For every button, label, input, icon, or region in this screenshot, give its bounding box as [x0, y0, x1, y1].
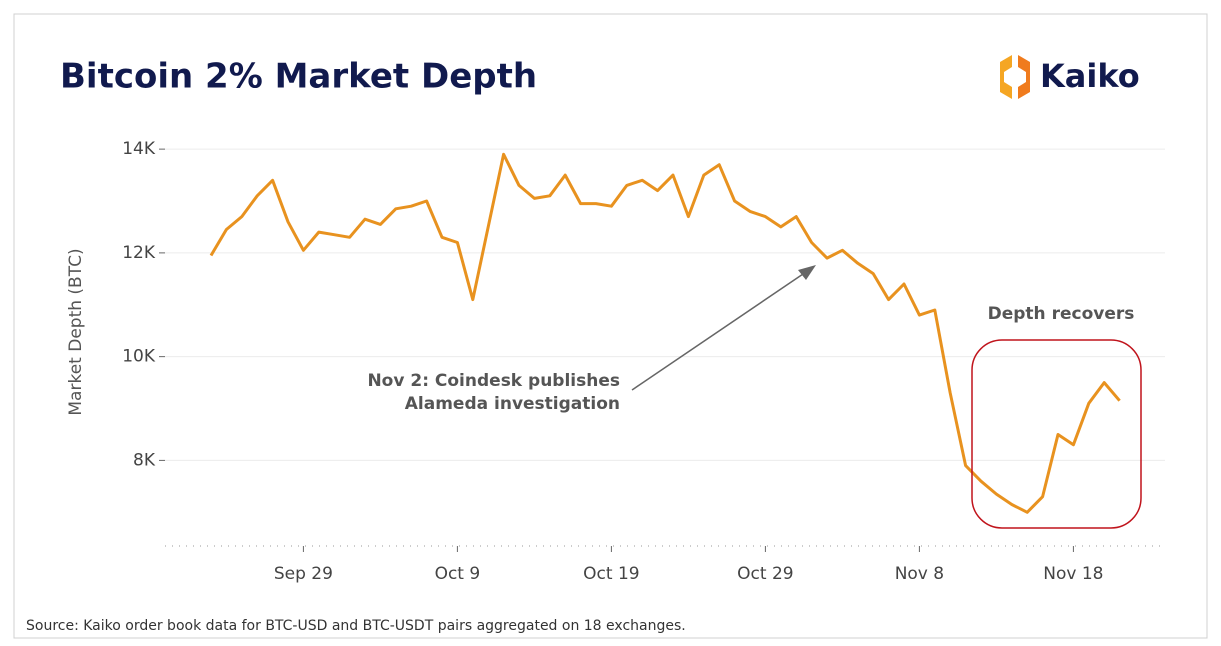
x-tick-label: Oct 29	[737, 564, 793, 584]
data-line	[209, 152, 1121, 514]
y-tick-label: 12K	[122, 243, 156, 263]
y-axis-label: Market Depth (BTC)	[66, 248, 86, 415]
x-tick-label: Nov 8	[895, 564, 944, 584]
y-tick-label: 8K	[133, 450, 156, 470]
frame	[13, 13, 1208, 639]
arrow	[631, 271, 807, 391]
annotation: Depth recovers	[988, 304, 1135, 324]
annotation: Nov 2: Coindesk publishes	[367, 371, 620, 391]
logo-icon	[1000, 55, 1030, 99]
x-tick-label: Nov 18	[1043, 564, 1103, 584]
arrow-head	[798, 265, 816, 280]
y-tick-label: 10K	[122, 347, 156, 367]
brand: Kaiko	[1040, 57, 1140, 95]
annotation: Alameda investigation	[405, 394, 620, 414]
x-tick-label: Oct 19	[583, 564, 639, 584]
x-tick-label: Oct 9	[435, 564, 481, 584]
x-tick-label: Sep 29	[274, 564, 333, 584]
y-tick-label: 14K	[122, 139, 156, 159]
source: Source: Kaiko order book data for BTC-US…	[26, 618, 686, 634]
highlight-box	[971, 339, 1142, 529]
chart-title: Bitcoin 2% Market Depth	[60, 57, 537, 97]
